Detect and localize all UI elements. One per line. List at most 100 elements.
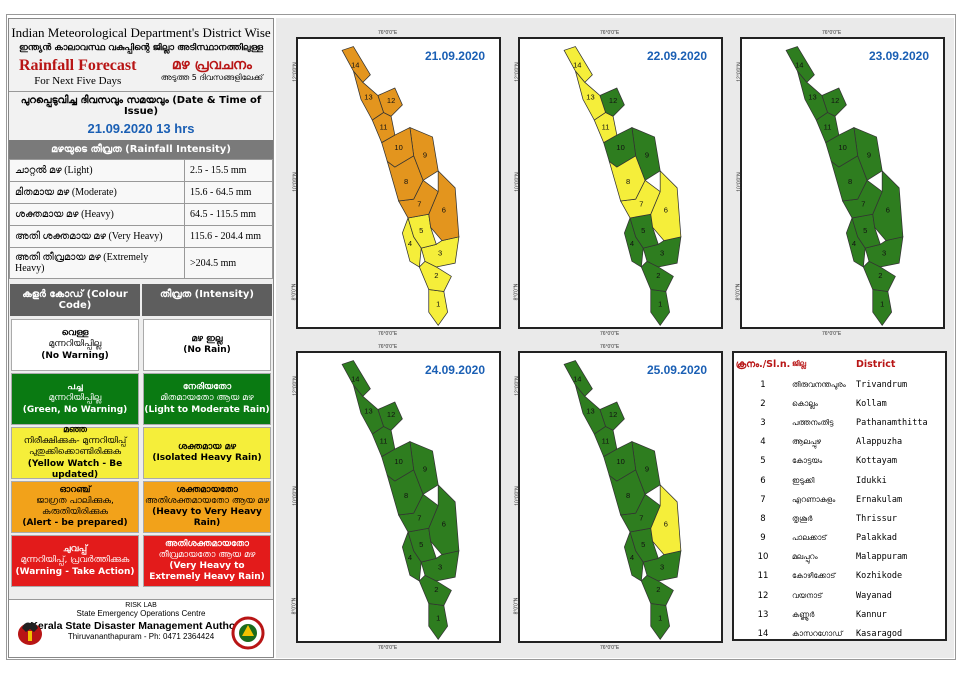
district-shape-6 — [872, 169, 904, 241]
colour-code-left-ml2: നിരീക്ഷിക്കുക- മുന്നറിയിപ്പ് പുതുക്കിക്ക… — [23, 436, 127, 458]
district-en: Kottayam — [856, 456, 897, 467]
district-number-label: 2 — [656, 585, 660, 594]
map-top-tick: 76°0'0"E — [600, 30, 620, 36]
intensity-range: 2.5 - 15.5 mm — [184, 159, 273, 182]
district-ml: പത്തനംതിട്ട — [792, 417, 834, 427]
district-number-label: 2 — [434, 271, 438, 280]
colour-code-left-ml2: മുന്നറിയിപ്പില്ല — [48, 339, 102, 350]
district-ml: കാസറഗോഡ് — [792, 629, 843, 639]
district-head-no: ക്രനം./Sl.n. — [735, 358, 791, 370]
district-number-label: 4 — [630, 553, 634, 562]
district-number-label: 1 — [436, 614, 440, 623]
district-number-label: 13 — [364, 406, 372, 415]
district-number-label: 1 — [436, 300, 440, 309]
district-shape-6 — [428, 169, 460, 241]
district-no: 11 — [757, 571, 769, 582]
district-no: 8 — [760, 513, 766, 524]
kerala-emblem-icon — [18, 622, 42, 645]
map-bottom-tick: 76°0'0"E — [600, 645, 620, 651]
district-en: Idukki — [856, 475, 887, 486]
district-number-label: 10 — [394, 143, 402, 152]
map-lat-tick: 12°0'0"N — [514, 62, 521, 82]
district-number-label: 5 — [419, 226, 423, 235]
map-bottom-tick: 76°0'0"E — [600, 331, 620, 337]
colour-code-right-cell: മഴ ഇല്ല (No Rain) — [143, 319, 271, 371]
district-row: 10 മലപ്പുറം Malappuram — [734, 548, 945, 567]
map-date: 25.09.2020 — [646, 363, 707, 377]
district-number-label: 12 — [609, 96, 617, 105]
colour-code-left-ml1: മഞ്ഞ — [63, 424, 87, 435]
district-no: 9 — [760, 533, 766, 544]
district-shape-14 — [341, 360, 371, 397]
header-line1: Indian Meteorological Department's Distr… — [11, 25, 271, 40]
district-number-label: 11 — [602, 122, 610, 131]
district-number-label: 12 — [609, 410, 617, 419]
map-lat-tick: 12°0'0"N — [736, 62, 743, 82]
district-row: 2 കൊല്ലം Kollam — [734, 394, 945, 413]
colour-code-left-cell: പച്ച മുന്നറിയിപ്പില്ല (Green, No Warning) — [11, 373, 139, 425]
map-lat-tick: 10°0'0"N — [292, 486, 299, 506]
map-lat-tick: 10°0'0"N — [292, 172, 299, 192]
map-lat-tick: 10°0'0"N — [514, 172, 521, 192]
colour-code-right-ml2: തീവ്രമായതോ ആയ മഴ — [158, 549, 256, 560]
colour-code-left-cell: ചുവപ്പ് മുന്നറിയിപ്പ്, പ്രവർത്തിക്കുക (War… — [11, 535, 139, 587]
colour-code-right-ml1: നേരിയതോ — [182, 382, 232, 393]
colour-code-right-en: (Very Heavy to Extremely Heavy Rain) — [149, 561, 265, 583]
map-top-tick: 76°0'0"E — [600, 344, 620, 350]
colour-code-row: പച്ച മുന്നറിയിപ്പില്ല (Green, No Warning) ന… — [9, 373, 273, 425]
district-number-label: 5 — [863, 226, 867, 235]
district-shape-14 — [563, 360, 593, 397]
map-lat-tick: 10°0'0"N — [736, 172, 743, 192]
district-en: Kozhikode — [856, 571, 903, 582]
colour-code-right-ml1: ശക്തമായ മഴ — [177, 441, 237, 452]
district-no: 7 — [760, 494, 766, 505]
district-number-label: 14 — [573, 60, 581, 69]
district-ml: കൊല്ലം — [792, 398, 818, 408]
district-number-label: 7 — [861, 200, 865, 209]
intensity-range: 115.6 - 204.4 mm — [184, 225, 273, 248]
map-lat-tick: 8°0'0"N — [291, 283, 298, 301]
colour-code-left-ml1: ഓറഞ്ച് — [59, 484, 91, 495]
district-number-label: 11 — [380, 122, 388, 131]
map-date: 21.09.2020 — [424, 49, 485, 63]
map-date: 24.09.2020 — [424, 363, 485, 377]
district-row: 9 പാലക്കാട് Palakkad — [734, 529, 945, 548]
district-en: Thrissur — [856, 513, 897, 524]
district-en: Pathanamthitta — [856, 417, 928, 428]
district-number-label: 10 — [838, 143, 846, 152]
district-number-label: 11 — [602, 436, 610, 445]
footer-address: Thiruvananthapuram - Ph: 0471 2364424 — [67, 632, 215, 641]
map-lat-tick: 12°0'0"N — [514, 376, 521, 396]
district-number-label: 6 — [664, 519, 668, 528]
district-number-label: 3 — [438, 249, 442, 258]
district-number-label: 2 — [878, 271, 882, 280]
intensity-heading: മഴയുടെ തീവ്രത (Rainfall Intensity) — [9, 140, 273, 159]
district-number-label: 7 — [417, 514, 421, 523]
district-number-label: 4 — [630, 239, 634, 248]
intensity-label: അതി തീവ്രമായ മഴ (Extremely Heavy) — [9, 247, 185, 279]
district-number-label: 3 — [660, 249, 664, 258]
colour-code-rows: വെള്ള മുന്നറിയിപ്പില്ല (No Warning) മഴ ഇല്ല… — [9, 319, 273, 587]
map-lat-tick: 8°0'0"N — [735, 283, 742, 301]
colour-code-left-ml2: മുന്നറിയിപ്പില്ല — [48, 393, 102, 404]
colour-code-right-cell: നേരിയതോ മിതമായതോ ആയ മഴ (Light to Moderate … — [143, 373, 271, 425]
district-ml: കോഴിക്കോട് — [792, 571, 836, 581]
map-lat-tick: 8°0'0"N — [513, 597, 520, 615]
district-number-label: 2 — [656, 271, 660, 280]
district-no: 5 — [760, 456, 766, 467]
colour-code-right-ml1: ശക്തമായതോ — [176, 484, 238, 495]
district-no: 13 — [757, 609, 769, 620]
colour-code-row: വെള്ള മുന്നറിയിപ്പില്ല (No Warning) മഴ ഇല്ല… — [9, 319, 273, 371]
district-table-header: ക്രനം./Sl.n. ജില്ല District — [734, 353, 945, 375]
district-number-label: 9 — [423, 465, 427, 474]
district-number-label: 2 — [434, 585, 438, 594]
intensity-label: ചാറ്റൽ മഴ (Light) — [9, 159, 185, 182]
district-row: 14 കാസറഗോഡ് Kasaragod — [734, 624, 945, 643]
intensity-row: മിതമായ മഴ (Moderate) 15.6 - 64.5 mm — [9, 181, 273, 204]
district-number-label: 9 — [423, 151, 427, 160]
map-lat-tick: 8°0'0"N — [291, 597, 298, 615]
district-ml: പാലക്കാട് — [792, 533, 827, 543]
district-number-label: 9 — [645, 151, 649, 160]
